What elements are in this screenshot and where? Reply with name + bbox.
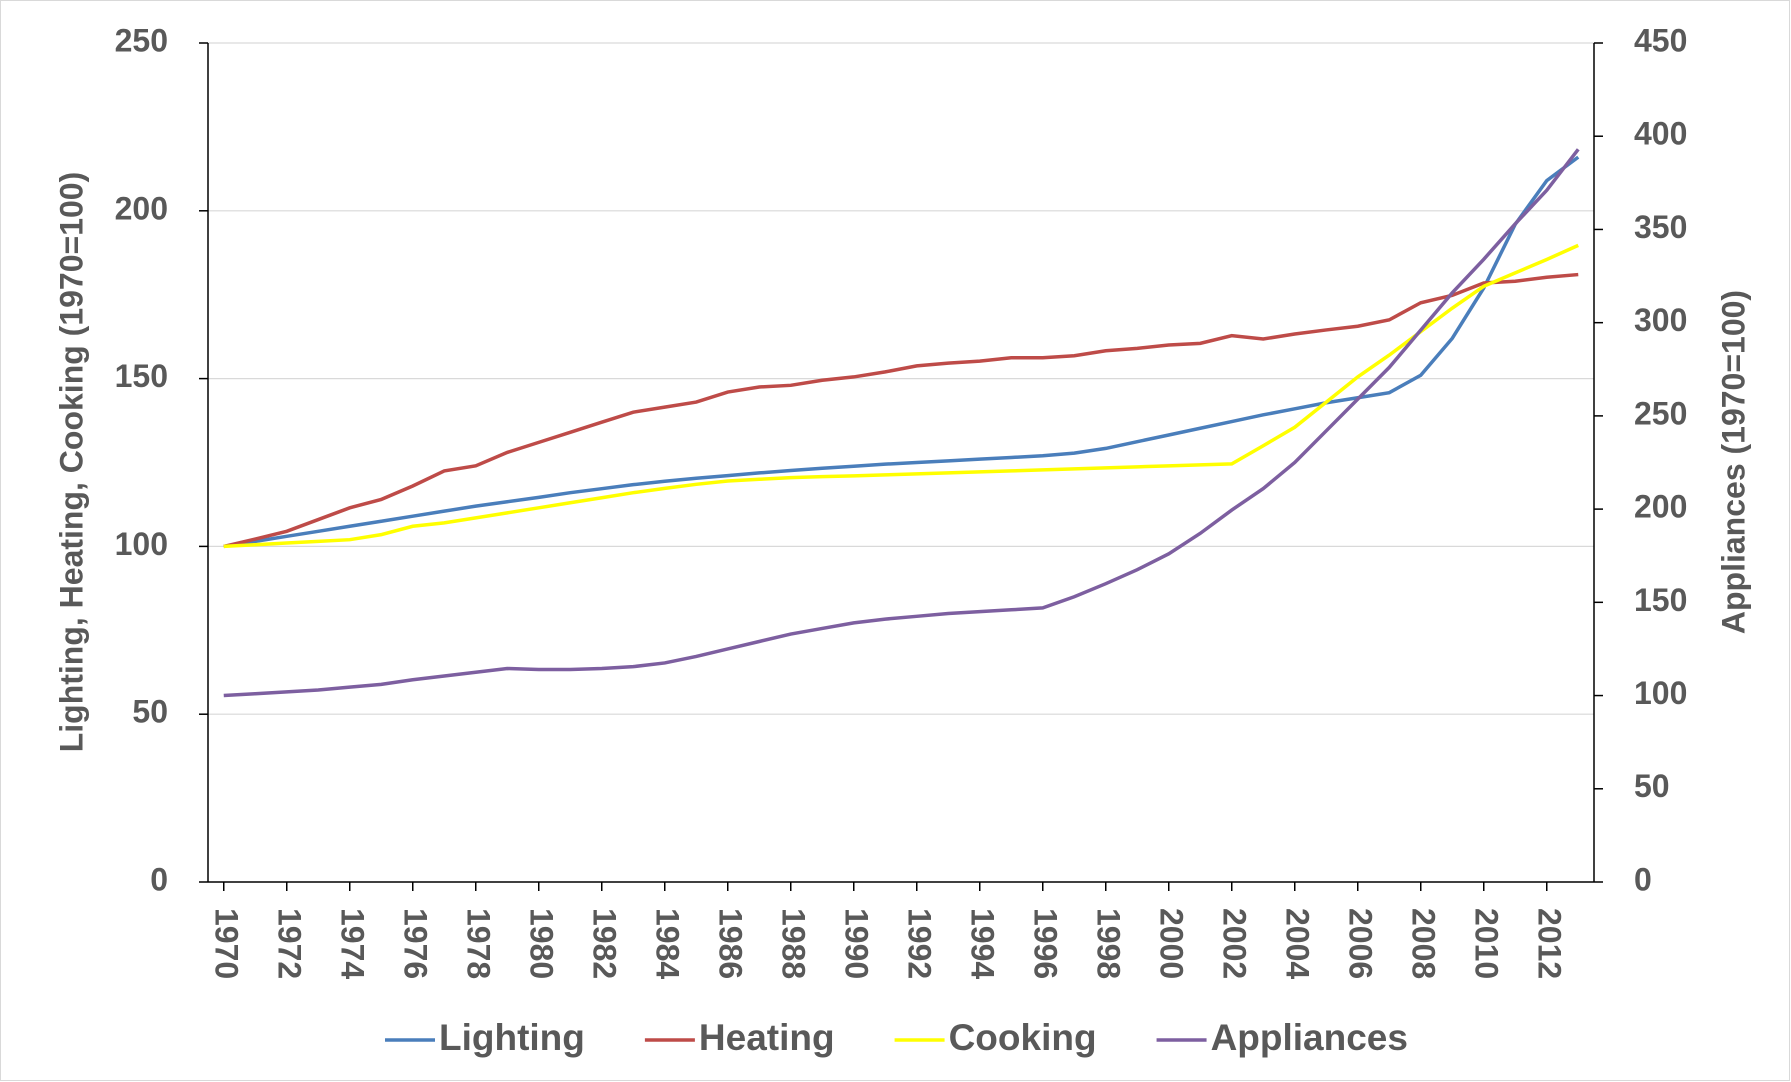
y2-tick-label: 400 — [1634, 116, 1687, 152]
y-tick-label: 0 — [150, 861, 168, 897]
y2-axis-label: Appliances (1970=100) — [1715, 290, 1751, 634]
series-line — [223, 155, 1580, 549]
y2-tick-label: 200 — [1634, 489, 1687, 525]
y-tick-label: 50 — [132, 694, 168, 730]
y2-tick-label: 300 — [1634, 302, 1687, 338]
x-tick-label: 2006 — [1342, 908, 1378, 979]
x-tick-label: 2010 — [1468, 908, 1504, 979]
x-tick-label: 1992 — [901, 908, 937, 979]
y2-tick-label: 250 — [1634, 395, 1687, 431]
y-tick-label: 100 — [115, 526, 168, 562]
x-tick-label: 1982 — [586, 908, 622, 979]
y-axis-label: Lighting, Heating, Cooking (1970=100) — [53, 172, 89, 753]
series-line — [223, 243, 1579, 549]
legend-label: Cooking — [949, 1017, 1097, 1058]
series-line — [223, 148, 1580, 698]
x-tick-label: 1976 — [397, 908, 433, 979]
x-tick-label: 2004 — [1279, 908, 1315, 979]
x-tick-label: 1998 — [1090, 908, 1126, 979]
y-tick-label: 150 — [115, 358, 168, 394]
x-tick-label: 2002 — [1216, 908, 1252, 979]
y2-tick-label: 50 — [1634, 768, 1670, 804]
x-tick-label: 1978 — [460, 908, 496, 979]
x-tick-label: 1984 — [649, 908, 685, 979]
y2-tick-label: 0 — [1634, 861, 1652, 897]
x-tick-label: 1980 — [523, 908, 559, 979]
x-tick-label: 2000 — [1153, 908, 1189, 979]
x-tick-label: 1986 — [712, 908, 748, 979]
y-tick-label: 250 — [115, 22, 168, 58]
x-tick-label: 1994 — [964, 908, 1000, 979]
x-tick-label: 1996 — [1027, 908, 1063, 979]
legend-label: Appliances — [1211, 1017, 1408, 1058]
y2-tick-label: 450 — [1634, 22, 1687, 58]
x-tick-label: 1970 — [208, 908, 244, 979]
legend-label: Lighting — [439, 1017, 585, 1058]
x-tick-label: 1990 — [838, 908, 874, 979]
y2-tick-label: 100 — [1634, 675, 1687, 711]
y2-tick-label: 150 — [1634, 582, 1687, 618]
x-tick-label: 1988 — [775, 908, 811, 979]
x-tick-label: 1974 — [334, 908, 370, 979]
x-tick-label: 2012 — [1531, 908, 1567, 979]
series-line — [223, 272, 1579, 549]
legend-label: Heating — [699, 1017, 835, 1058]
x-tick-label: 2008 — [1405, 908, 1441, 979]
x-tick-label: 1972 — [271, 908, 307, 979]
y2-tick-label: 350 — [1634, 209, 1687, 245]
y-tick-label: 200 — [115, 190, 168, 226]
